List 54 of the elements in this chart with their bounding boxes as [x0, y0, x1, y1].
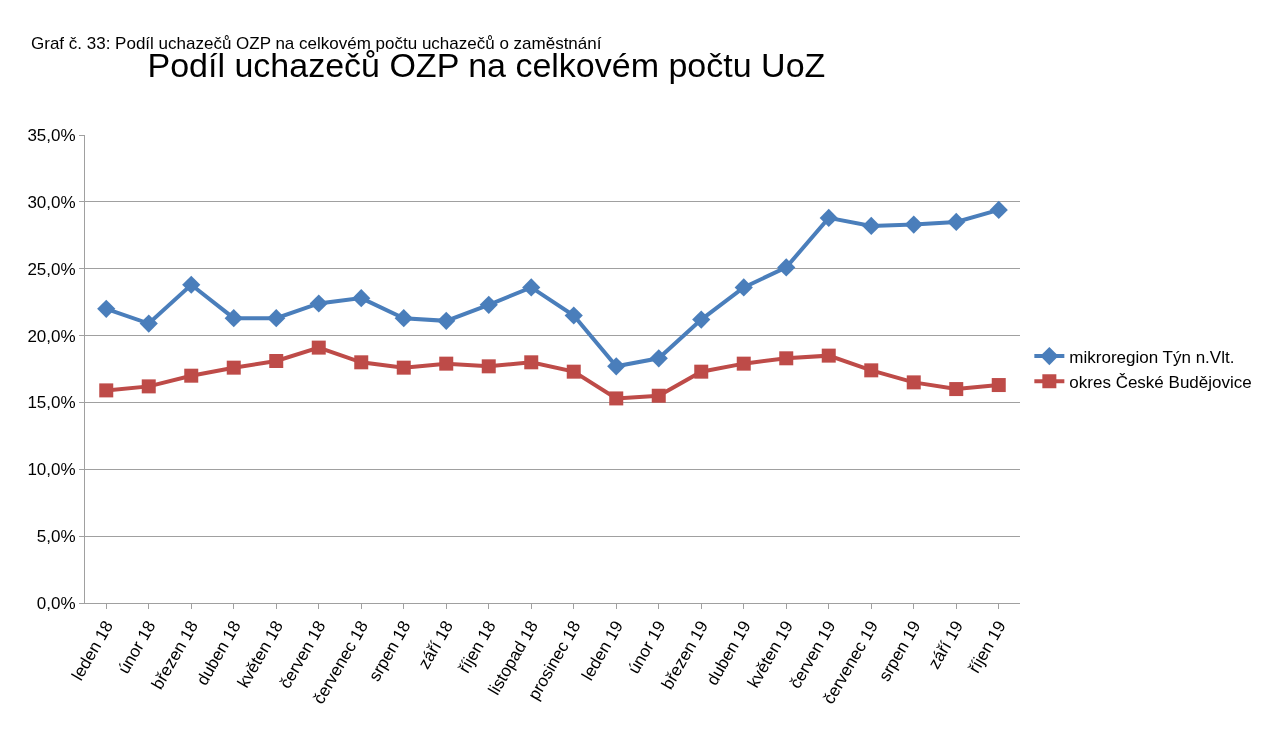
legend-label: okres České Budějovice [1069, 372, 1252, 392]
point [649, 349, 668, 368]
point [224, 309, 243, 328]
point [777, 258, 796, 277]
point [779, 351, 794, 366]
point [862, 216, 881, 236]
point [947, 212, 966, 232]
y-tick-label: 15,0% [27, 393, 76, 413]
point [566, 364, 581, 379]
point [819, 208, 838, 227]
y-tick-label: 35,0% [27, 125, 76, 145]
point [182, 275, 201, 294]
point [354, 355, 369, 370]
point [522, 278, 541, 297]
point [99, 383, 114, 398]
point [989, 200, 1008, 219]
y-tick-label: 5,0% [36, 527, 76, 547]
point [949, 382, 964, 397]
point [734, 278, 753, 297]
point [904, 215, 923, 234]
point [821, 348, 836, 363]
point [226, 360, 241, 375]
point [269, 353, 284, 368]
point [906, 375, 921, 390]
point [479, 295, 498, 314]
point [437, 311, 456, 330]
y-tick-label: 30,0% [27, 192, 76, 212]
point [991, 378, 1006, 393]
point [481, 359, 496, 374]
point [141, 379, 156, 394]
point [394, 309, 413, 328]
point [311, 340, 326, 355]
point [439, 356, 454, 371]
point [609, 391, 624, 406]
legend-label: mikroregion Týn n.Vlt. [1069, 347, 1235, 367]
point [564, 306, 583, 325]
point [139, 314, 158, 333]
point [396, 360, 411, 375]
point [267, 309, 286, 328]
y-tick-label: 10,0% [27, 460, 76, 480]
point [309, 294, 328, 313]
point [184, 368, 199, 383]
y-tick-label: 0,0% [36, 593, 76, 613]
point [352, 289, 371, 308]
point [524, 355, 539, 370]
y-tick-label: 20,0% [27, 326, 76, 346]
point [694, 364, 709, 379]
point [607, 357, 626, 376]
point [864, 363, 879, 378]
point [651, 388, 666, 403]
point [736, 356, 751, 371]
y-tick-label: 25,0% [27, 259, 76, 279]
point [97, 299, 116, 318]
point [692, 310, 711, 329]
